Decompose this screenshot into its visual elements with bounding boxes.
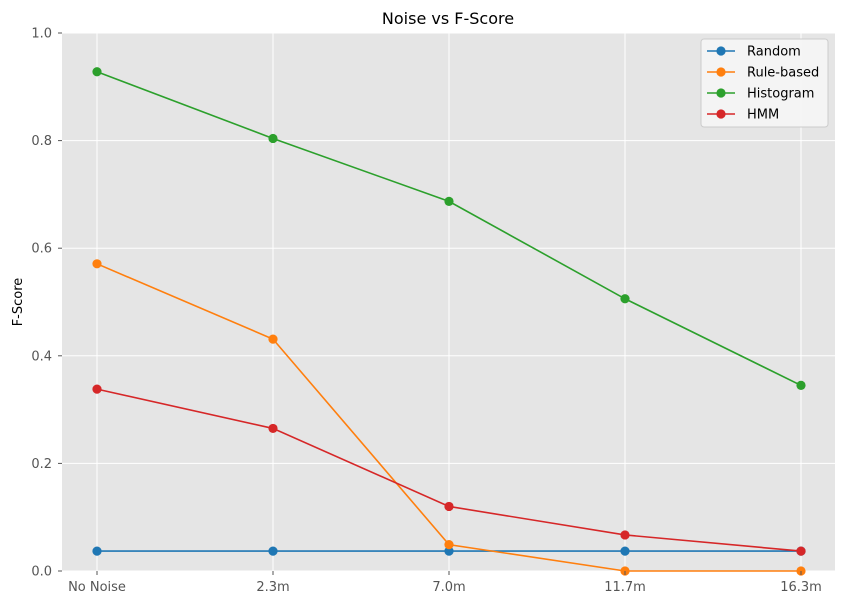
- y-axis-label: F-Score: [11, 278, 26, 327]
- legend-label: Random: [747, 45, 801, 60]
- y-tick-label: 0.0: [31, 565, 52, 580]
- y-tick-label: 0.6: [31, 242, 52, 257]
- x-tick-label: No Noise: [68, 580, 126, 595]
- series-hmm: [92, 384, 806, 556]
- grid: [62, 32, 835, 572]
- legend-swatch-marker: [716, 46, 726, 56]
- data-point: [444, 540, 454, 550]
- y-tick-label: 1.0: [31, 27, 52, 42]
- data-point: [620, 530, 630, 540]
- data-point: [268, 334, 278, 344]
- data-point: [268, 546, 278, 556]
- x-tick-label: 16.3m: [780, 580, 822, 595]
- data-point: [444, 546, 454, 556]
- data-point: [92, 384, 102, 394]
- x-tick-label: 2.3m: [256, 580, 289, 595]
- legend-box: [700, 38, 829, 128]
- legend-label: Histogram: [747, 87, 814, 102]
- legend-swatch-marker: [716, 109, 726, 119]
- data-point: [796, 546, 806, 556]
- y-tick-label: 0.8: [31, 134, 52, 149]
- data-point: [268, 423, 278, 434]
- legend-label: HMM: [747, 108, 779, 123]
- series-histogram: [92, 67, 806, 390]
- data-point: [620, 294, 630, 304]
- data-point: [92, 259, 102, 269]
- y-tick-label: 0.4: [31, 349, 52, 364]
- data-point: [620, 546, 630, 556]
- data-point: [92, 67, 102, 77]
- data-point: [444, 501, 454, 512]
- legend-label: Rule-based: [747, 66, 819, 81]
- data-point: [268, 133, 278, 144]
- legend-swatch-marker: [716, 88, 726, 98]
- y-tick-label: 0.2: [31, 457, 52, 472]
- data-point: [444, 196, 454, 206]
- legend: Random Rule-based Histogram HMM: [700, 38, 829, 128]
- x-ticks: No Noise 2.3m 7.0m 11.7m 16.3m: [68, 571, 822, 595]
- legend-swatch-marker: [716, 67, 726, 77]
- series-layer: [92, 67, 806, 576]
- data-point: [92, 546, 102, 556]
- x-tick-label: 11.7m: [604, 580, 646, 595]
- chart-title: Noise vs F-Score: [382, 9, 514, 28]
- y-ticks: 0.0 0.2 0.4 0.6 0.8 1.0: [31, 27, 62, 580]
- x-tick-label: 7.0m: [432, 580, 465, 595]
- data-point: [796, 380, 806, 390]
